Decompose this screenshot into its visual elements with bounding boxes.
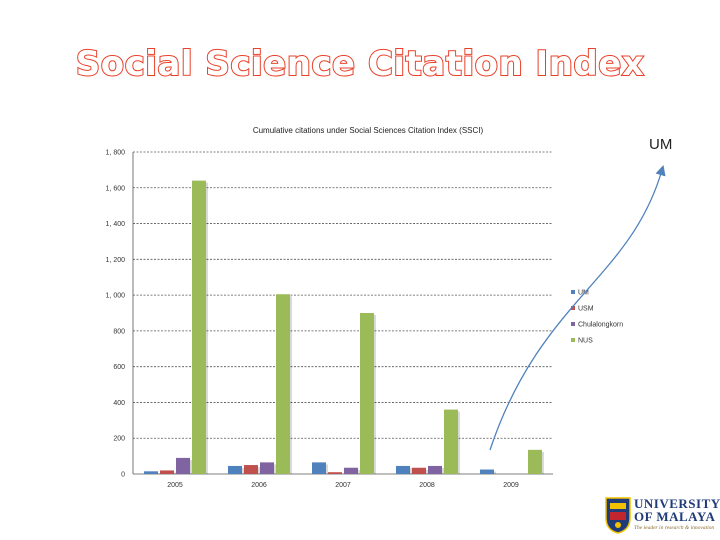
- slide-title: Social Science Citation Index: [75, 43, 645, 85]
- y-tick-label: 1, 800: [106, 150, 126, 157]
- bar-shadow: [290, 296, 292, 474]
- bar-nus-2009: [528, 449, 542, 474]
- y-tick-label: 1, 600: [106, 185, 126, 192]
- bar-shadow: [190, 459, 192, 474]
- chart-title: Cumulative citations under Social Scienc…: [253, 126, 484, 135]
- y-tick-label: 1, 000: [106, 293, 126, 300]
- bar-shadow: [426, 469, 428, 474]
- y-tick-label: 1, 200: [106, 257, 126, 264]
- bar-shadow: [158, 473, 160, 474]
- legend-swatch-usm: [571, 306, 575, 310]
- legend-swatch-um: [571, 290, 575, 294]
- um-callout-arrow: [489, 165, 666, 451]
- y-tick-label: 400: [113, 400, 125, 407]
- y-tick-label: 1, 400: [106, 221, 126, 228]
- bar-shadow: [258, 467, 260, 474]
- bar-shadow: [242, 467, 244, 474]
- bar-um-2005: [144, 471, 158, 474]
- bar-um-2006: [228, 465, 242, 474]
- logo-line-1: UNIVERSITY: [634, 496, 720, 511]
- legend-label-nus: NUS: [578, 338, 593, 345]
- y-axis-ticks: 0 200 400 600 800 1, 000 1, 200 1, 400 1, 600 1, …: [106, 150, 126, 479]
- bar-shadow: [174, 472, 176, 474]
- bar-nus-2007: [360, 313, 374, 474]
- bar-chulalongkorn-2006: [260, 462, 274, 474]
- x-axis-ticks: 2005 2006 2007 2008 2009: [167, 482, 519, 489]
- x-tick-label: 2005: [167, 482, 183, 489]
- bar-shadow: [442, 467, 444, 474]
- y-tick-label: 200: [113, 436, 125, 443]
- bar-shadow: [494, 471, 496, 474]
- bar-um-2008: [396, 465, 410, 474]
- x-tick-label: 2008: [419, 482, 435, 489]
- y-tick-label: 0: [121, 472, 125, 479]
- y-tick-label: 600: [113, 364, 125, 371]
- bar-um-2009: [480, 469, 494, 474]
- bar-nus-2008: [444, 409, 458, 474]
- bars: [144, 180, 544, 474]
- bar-shadow: [206, 182, 208, 474]
- legend: UM USM Chulalongkorn NUS: [571, 290, 623, 345]
- x-tick-label: 2007: [335, 482, 351, 489]
- bar-usm-2005: [160, 470, 174, 474]
- bar-shadow: [274, 464, 276, 474]
- legend-label-chulalongkorn: Chulalongkorn: [578, 322, 623, 329]
- bar-shadow: [542, 451, 544, 474]
- y-tick-label: 800: [113, 328, 125, 335]
- bar-chulalongkorn-2008: [428, 465, 442, 474]
- bar-usm-2006: [244, 465, 258, 474]
- um-callout-label: UM: [649, 136, 673, 153]
- legend-label-usm: USM: [578, 306, 594, 313]
- x-tick-label: 2009: [503, 482, 519, 489]
- crest-icon: [605, 497, 631, 534]
- legend-swatch-chulalongkorn: [571, 322, 575, 326]
- bar-chulalongkorn-2005: [176, 457, 190, 474]
- logo-tagline: The leader in research & innovation: [634, 525, 715, 531]
- bar-shadow: [458, 411, 460, 474]
- university-logo: UNIVERSITY OF MALAYA The leader in resea…: [604, 496, 720, 536]
- bar-shadow: [358, 469, 360, 474]
- bar-shadow: [326, 464, 328, 474]
- logo-line-2: OF MALAYA: [634, 509, 716, 524]
- bar-usm-2008: [412, 467, 426, 474]
- bar-shadow: [410, 467, 412, 474]
- bar-um-2007: [312, 462, 326, 474]
- bar-shadow: [374, 315, 376, 474]
- legend-swatch-nus: [571, 338, 575, 342]
- x-tick-label: 2006: [251, 482, 267, 489]
- legend-label-um: UM: [578, 290, 589, 297]
- bar-usm-2007: [328, 472, 342, 474]
- bar-nus-2005: [192, 180, 206, 474]
- bar-chulalongkorn-2007: [344, 467, 358, 474]
- bar-nus-2006: [276, 294, 290, 474]
